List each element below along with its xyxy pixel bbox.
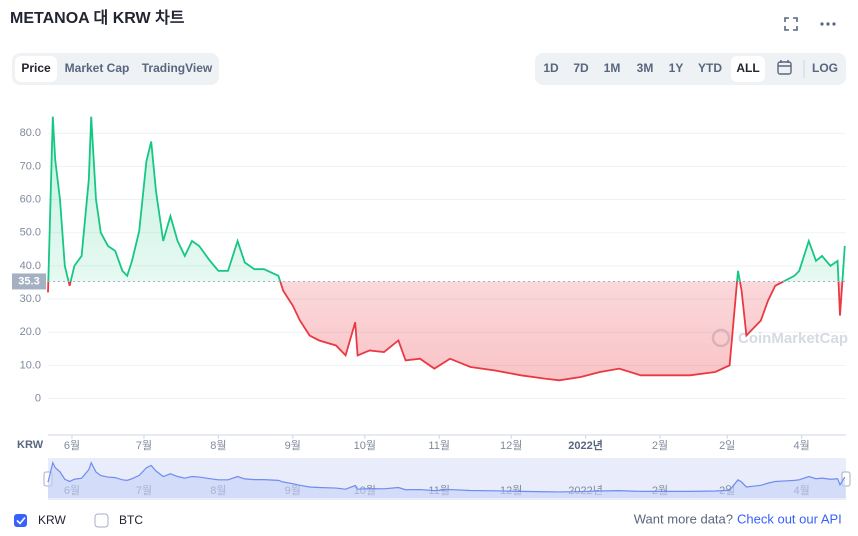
range-group	[535, 53, 846, 85]
x-tick-label: 2월	[652, 439, 668, 452]
range-button[interactable]: 1M	[604, 61, 621, 75]
more-icon[interactable]	[820, 22, 836, 26]
price-line-below	[47, 281, 844, 382]
navigator-area	[48, 462, 846, 498]
tab[interactable]: TradingView	[142, 61, 213, 75]
log-button[interactable]: LOG	[812, 61, 838, 75]
x-axis-label: KRW	[17, 439, 44, 451]
y-tick-label: 30.0	[20, 293, 41, 305]
y-tick-label: 20.0	[20, 326, 41, 338]
range-button[interactable]: 1Y	[669, 61, 684, 75]
y-tick-label: 10.0	[20, 359, 41, 371]
y-tick-label: 50.0	[20, 227, 41, 239]
x-tick-label: 6월	[64, 439, 80, 452]
active-range-bg	[731, 56, 765, 82]
checkbox-checked[interactable]	[14, 514, 27, 527]
footer-prompt: Want more data?	[634, 511, 733, 526]
legend-label[interactable]: BTC	[119, 513, 143, 527]
chart-title: METANOA 대 KRW 차트	[10, 9, 185, 27]
x-tick-label: 12월	[500, 439, 522, 452]
x-tick-label: 11월	[428, 439, 450, 452]
active-tab-bg	[15, 56, 57, 82]
y-tick-label: 40.0	[20, 260, 41, 272]
x-tick-label: 10월	[354, 439, 376, 452]
y-tick-label: 60.0	[20, 193, 41, 205]
x-tick-label: 2일	[719, 438, 735, 452]
tab-group	[12, 53, 219, 85]
y-tick-label: 0	[35, 392, 41, 404]
range-button[interactable]: 1D	[543, 61, 559, 75]
tab[interactable]: Price	[21, 61, 51, 75]
api-link[interactable]: Check out our API	[737, 511, 842, 526]
range-button[interactable]: 3M	[637, 61, 654, 75]
x-tick-label: 2022년	[568, 438, 603, 452]
baseline-label: 35.3	[18, 275, 39, 287]
legend-label[interactable]: KRW	[38, 513, 66, 527]
tab[interactable]: Market Cap	[65, 61, 130, 75]
range-button[interactable]: 7D	[573, 61, 589, 75]
checkbox[interactable]	[94, 513, 109, 528]
price-line-above	[47, 116, 846, 282]
x-tick-label: 4월	[793, 439, 809, 452]
baseline-label-bg	[12, 273, 46, 290]
fullscreen-icon[interactable]	[784, 17, 798, 31]
y-tick-label: 70.0	[20, 160, 41, 172]
check-mark	[16, 516, 26, 525]
area-below	[48, 281, 843, 381]
range-button[interactable]: ALL	[736, 61, 759, 75]
x-tick-label: 7월	[136, 439, 152, 452]
watermark: CoinMarketCap	[738, 330, 848, 347]
x-tick-label: 8월	[210, 439, 226, 452]
range-button[interactable]: YTD	[698, 61, 722, 75]
y-tick-label: 80.0	[20, 127, 41, 139]
calendar-icon[interactable]	[777, 60, 792, 75]
x-tick-label: 9월	[285, 439, 301, 452]
navigator-line	[47, 461, 846, 493]
